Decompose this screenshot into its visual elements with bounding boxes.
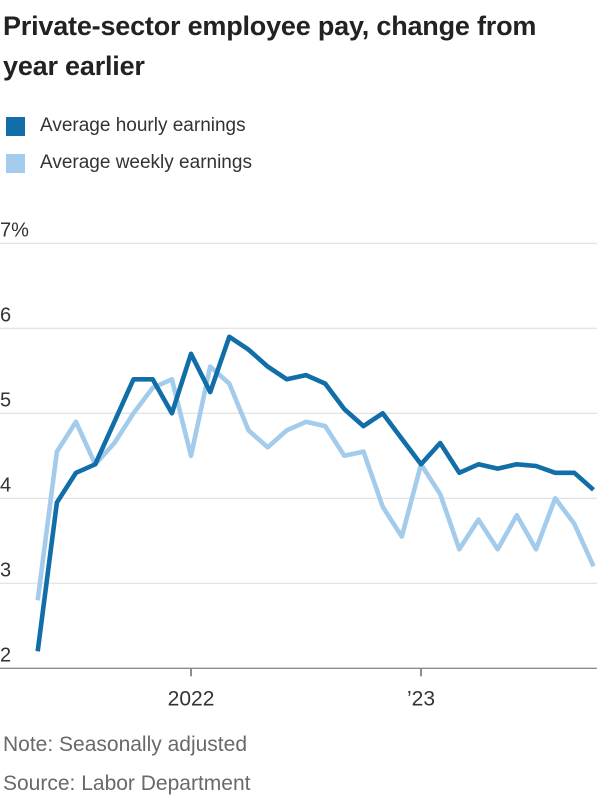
legend-label-weekly: Average weekly earnings: [40, 152, 252, 173]
chart-title-line2: year earlier: [3, 51, 145, 81]
y-axis-label: 2: [0, 644, 11, 666]
hourly-earnings-line: [35, 334, 596, 652]
x-axis-label: 2022: [168, 687, 215, 710]
y-axis-label: 7%: [0, 219, 29, 241]
y-axis-label: 4: [0, 474, 11, 496]
weekly-earnings-swatch-icon: [6, 153, 25, 173]
weekly-earnings-line: [35, 364, 596, 601]
chart-note: Note: Seasonally adjusted: [3, 733, 247, 756]
hourly-earnings-swatch-icon: [6, 116, 25, 136]
x-axis-label: ’23: [407, 687, 435, 710]
line-chart: 7% 6 5 4 3 2 2022 ’23: [0, 219, 597, 710]
y-axis-label: 3: [0, 559, 11, 581]
y-axis-label: 6: [0, 304, 11, 326]
legend-item-hourly: Average hourly earnings: [6, 115, 252, 136]
legend: Average hourly earnings Average weekly e…: [6, 115, 252, 190]
chart-source: Source: Labor Department: [3, 772, 251, 795]
chart-title: Private-sector employee pay, change from…: [3, 6, 593, 86]
legend-label-hourly: Average hourly earnings: [40, 115, 246, 136]
legend-item-weekly: Average weekly earnings: [6, 152, 252, 173]
chart-title-line1: Private-sector employee pay, change from: [3, 11, 537, 41]
y-axis-label: 5: [0, 389, 11, 411]
